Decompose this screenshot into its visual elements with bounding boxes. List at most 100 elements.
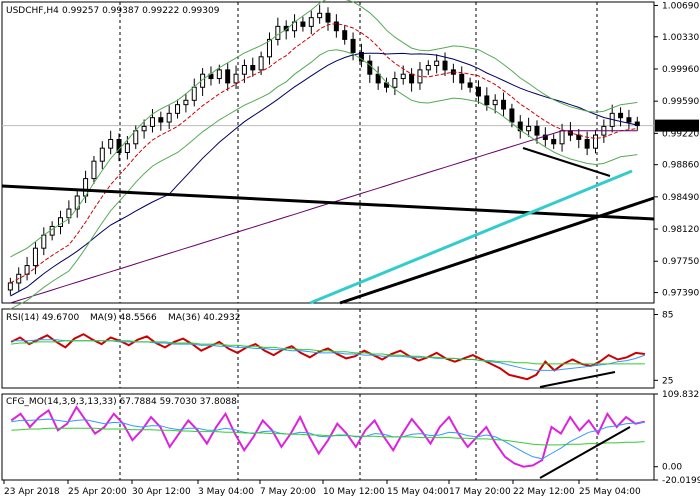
candle-body — [484, 95, 490, 106]
price-tick-label: 1.00690 — [662, 1, 699, 11]
candle-body — [108, 138, 114, 149]
candle-body — [58, 217, 64, 227]
candle-body — [258, 56, 264, 71]
ma-purple-line — [10, 130, 638, 304]
price-tick-label: 0.98120 — [662, 225, 699, 235]
candle-body — [317, 12, 323, 19]
candle-body — [618, 112, 624, 119]
ohlc-label: 0.99257 0.99387 0.99222 0.99309 — [62, 6, 220, 16]
candle-body — [350, 38, 356, 53]
time-tick-label: 23 Apr 2018 — [4, 487, 60, 497]
candle-body — [99, 147, 105, 162]
time-tick-label: 10 May 12:00 — [323, 487, 385, 497]
candle-body — [526, 125, 532, 132]
candle-body — [175, 104, 181, 114]
price-tick-label: 0.97390 — [662, 289, 699, 299]
time-tick-label: 25 Apr 20:00 — [68, 487, 127, 497]
time-tick-label: 30 Apr 12:00 — [132, 487, 191, 497]
candle-body — [501, 99, 507, 110]
candle-body — [250, 65, 256, 71]
rsi-label: RSI(14) 49.6700 — [6, 313, 79, 323]
time-tick-label: 22 May 12:00 — [513, 487, 575, 497]
candle-body — [308, 17, 314, 27]
candle-body — [300, 21, 306, 27]
candle-body — [149, 117, 155, 127]
candle-body — [509, 108, 515, 123]
candle-body — [409, 73, 415, 84]
candle-body — [634, 121, 640, 127]
bollinger-upper — [10, 0, 638, 258]
candle-body — [367, 60, 373, 75]
cfg-series-0 — [10, 405, 645, 468]
cfg-tick-label: 0.00 — [662, 463, 682, 473]
price-tick-label: 0.99590 — [662, 97, 699, 107]
candle-body — [467, 82, 473, 88]
candle-body — [283, 25, 289, 32]
candle-body — [459, 73, 465, 84]
price-tick-label: 1.00330 — [662, 33, 699, 43]
time-tick-label: 17 May 20:00 — [449, 487, 511, 497]
candle-body — [266, 38, 272, 58]
candle-body — [141, 125, 147, 132]
candle-body — [66, 208, 72, 219]
rsi-series-2 — [11, 340, 645, 365]
price-tick-label: 0.99960 — [662, 65, 699, 75]
bollinger-lower — [10, 49, 638, 310]
candle-body — [626, 117, 632, 123]
rsi-series-1 — [11, 339, 646, 371]
candle-body — [233, 73, 239, 84]
candle-body — [375, 73, 381, 84]
cfg-label: CFG_MO(14,3,9,3,13,33) 67.7884 59.7030 3… — [6, 397, 237, 407]
candle-body — [475, 86, 481, 97]
price-tick-label: 0.98490 — [662, 193, 699, 203]
price-tick-label: 0.98860 — [662, 161, 699, 171]
candle-body — [492, 99, 498, 106]
current-price-box — [655, 119, 699, 132]
candle-body — [116, 138, 122, 153]
candle-body — [592, 134, 598, 149]
candle-body — [241, 65, 247, 75]
time-tick-label: 25 May 04:00 — [579, 487, 641, 497]
candle-body — [584, 138, 590, 149]
candle-body — [559, 130, 565, 145]
divergence-line-cfg — [539, 426, 631, 479]
cfg-series-1 — [11, 418, 645, 460]
time-tick-label: 15 May 04:00 — [387, 487, 449, 497]
candle-body — [434, 60, 440, 67]
cfg-tick-label: 109.8327 — [662, 390, 700, 400]
candle-body — [392, 78, 398, 88]
cfg-tick-label: -20.0199 — [662, 476, 700, 486]
candle-body — [358, 51, 364, 62]
candle-body — [333, 21, 339, 32]
cfg-series-2 — [11, 427, 645, 446]
rsi-ma36-label: MA(36) 40.2932 — [168, 313, 240, 323]
candle-body — [158, 117, 164, 123]
candle-body — [191, 86, 197, 101]
candle-body — [400, 73, 406, 80]
divergence-line-rsi — [539, 371, 616, 388]
candle-body — [7, 282, 13, 291]
candle-body — [74, 195, 80, 210]
support-trendline — [1, 184, 655, 221]
candle-body — [225, 69, 231, 84]
candle-body — [542, 134, 548, 140]
rsi-ma9-label: MA(9) 48.5566 — [90, 313, 157, 323]
candle-body — [183, 99, 189, 106]
channel-line — [309, 169, 633, 305]
candle-body — [551, 138, 557, 145]
rsi-tick-label: 85 — [662, 310, 673, 320]
current-price-label: 0.99309 — [658, 122, 695, 132]
price-tick-label: 0.97750 — [662, 257, 699, 267]
divergence-line-price — [522, 147, 611, 177]
candle-body — [133, 130, 139, 145]
candle-body — [124, 143, 130, 154]
ma-navy-line — [10, 52, 638, 297]
candle-body — [442, 60, 448, 71]
candle-body — [41, 234, 47, 249]
candle-body — [166, 112, 172, 123]
candle-body — [216, 69, 222, 80]
ma-red-line — [10, 23, 638, 284]
candle-body — [425, 65, 431, 71]
